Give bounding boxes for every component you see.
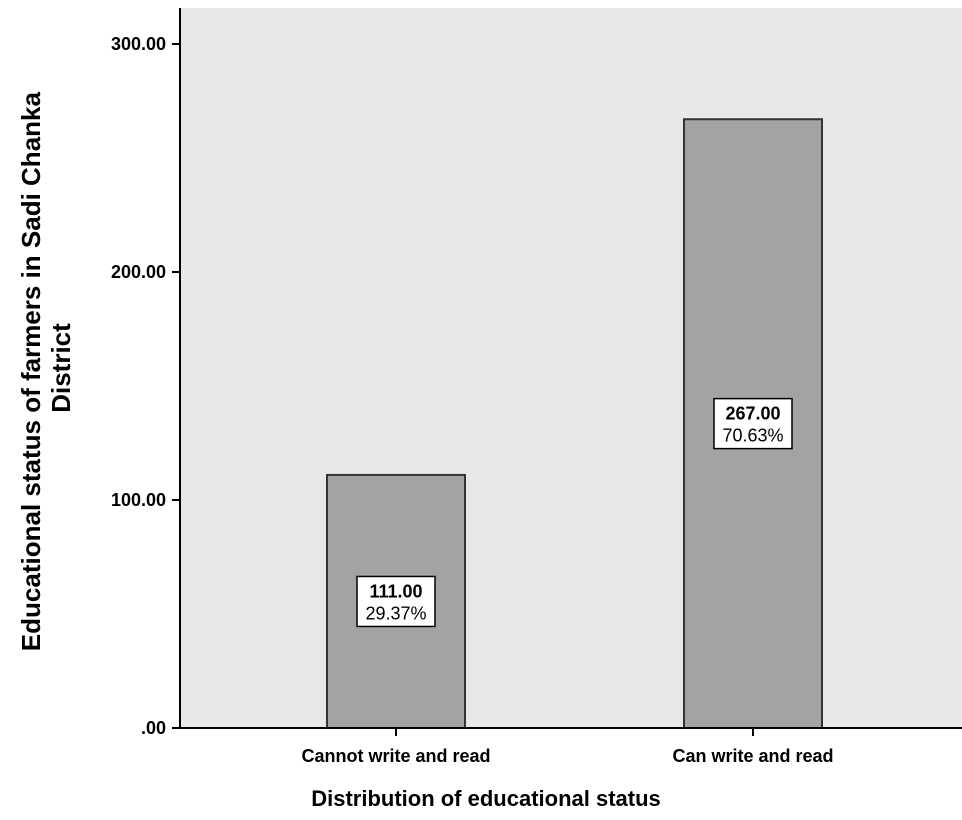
y-tick-label: 300.00 [111, 34, 166, 54]
x-tick-label: Can write and read [672, 746, 833, 766]
x-axis-title: Distribution of educational status [311, 786, 661, 811]
bar-value-label: 111.00 [369, 581, 422, 601]
y-tick-label: 200.00 [111, 262, 166, 282]
y-tick-label: 100.00 [111, 490, 166, 510]
x-tick-label: Cannot write and read [301, 746, 490, 766]
y-axis-title-line-2: District [46, 323, 76, 413]
bar-percent-label: 29.37% [365, 603, 426, 623]
bar-label-box [713, 397, 793, 450]
plot-area [180, 8, 962, 728]
y-axis-title-line-1: Educational status of farmers in Sadi Ch… [16, 92, 46, 652]
y-axis-title: Educational status of farmers in Sadi Ch… [16, 85, 76, 651]
x-axis-ticks: Cannot write and read Can write and read [301, 728, 834, 766]
y-axis-ticks: .00 100.00 200.00 300.00 [111, 34, 180, 738]
y-tick-label: .00 [141, 718, 166, 738]
bar-percent-label: 70.63% [722, 426, 783, 446]
bar-value-label: 267.00 [725, 404, 780, 424]
bar-label-box [356, 575, 436, 628]
